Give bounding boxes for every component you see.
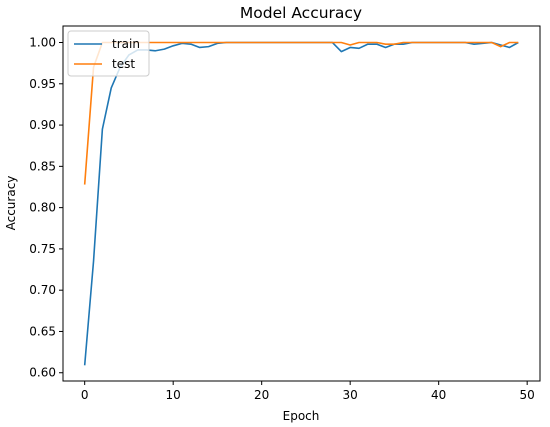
y-tick-label: 0.60: [29, 366, 56, 380]
x-tick-label: 30: [343, 388, 358, 402]
series-line-train: [83, 41, 519, 366]
x-tick-label: 10: [166, 388, 181, 402]
series-line-test: [83, 41, 519, 185]
x-axis-label: Epoch: [283, 409, 320, 423]
y-tick-label: 0.65: [29, 324, 56, 338]
chart-title: Model Accuracy: [240, 4, 362, 22]
y-tick-label: 0.80: [29, 201, 56, 215]
y-tick-label: 1.00: [29, 36, 56, 50]
x-tick-label: 0: [81, 388, 89, 402]
y-axis-ticks: 0.60 0.65 0.70 0.75 0.80 0.85 0.90 0.95 1.00: [29, 36, 63, 380]
x-axis-ticks: 0 10 20 30 40 50: [81, 381, 535, 402]
x-tick-label: 50: [520, 388, 535, 402]
y-tick-label: 0.75: [29, 242, 56, 256]
y-tick-label: 0.85: [29, 159, 56, 173]
legend: train test: [67, 30, 150, 77]
x-tick-label: 40: [431, 388, 446, 402]
y-axis-label: Accuracy: [4, 176, 18, 231]
series-lines: [83, 41, 519, 366]
plot-frame: [62, 25, 541, 382]
legend-label-train: train: [112, 37, 140, 51]
legend-label-test: test: [112, 57, 135, 71]
y-tick-label: 0.70: [29, 283, 56, 297]
y-tick-label: 0.95: [29, 77, 56, 91]
y-tick-label: 0.90: [29, 118, 56, 132]
x-tick-label: 20: [254, 388, 269, 402]
